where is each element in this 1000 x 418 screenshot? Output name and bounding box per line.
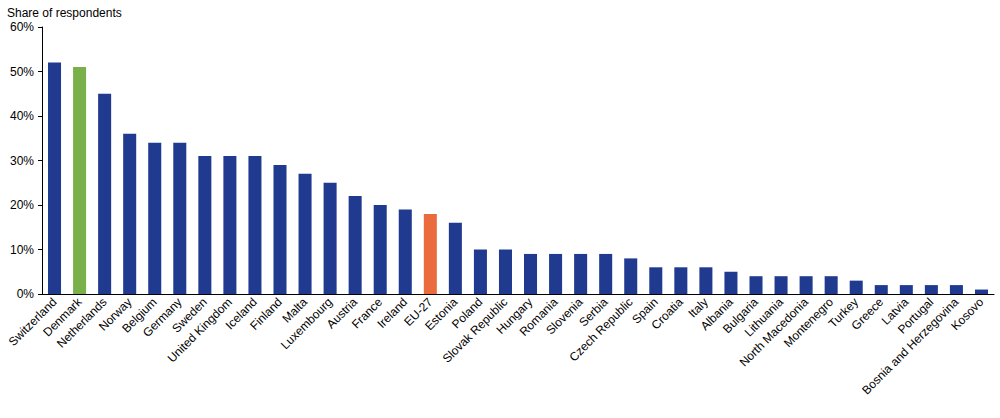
svg-text:Norway: Norway xyxy=(96,295,135,334)
svg-text:10%: 10% xyxy=(10,243,34,257)
svg-text:Belgium: Belgium xyxy=(119,295,160,336)
svg-text:Portugal: Portugal xyxy=(894,295,937,337)
svg-text:Turkey: Turkey xyxy=(825,295,862,331)
svg-text:Albania: Albania xyxy=(697,295,736,334)
svg-text:Poland: Poland xyxy=(449,295,486,332)
svg-text:North Macedonia: North Macedonia xyxy=(736,295,812,370)
svg-text:Hungary: Hungary xyxy=(493,295,536,337)
svg-text:Germany: Germany xyxy=(140,295,185,340)
svg-text:Greece: Greece xyxy=(849,295,887,333)
svg-text:Montenegro: Montenegro xyxy=(781,295,837,351)
svg-text:Share of respondents: Share of respondents xyxy=(7,6,122,20)
svg-text:50%: 50% xyxy=(10,65,34,79)
svg-text:Netherlands: Netherlands xyxy=(54,295,110,351)
svg-text:Malta: Malta xyxy=(279,295,310,326)
svg-text:Luxembourg: Luxembourg xyxy=(278,295,336,353)
svg-text:60%: 60% xyxy=(10,20,34,34)
svg-text:EU-27: EU-27 xyxy=(401,295,436,329)
svg-text:Croatia: Croatia xyxy=(649,295,686,332)
svg-text:Latvia: Latvia xyxy=(878,295,912,328)
svg-text:Finland: Finland xyxy=(247,295,285,333)
svg-text:Switzerland: Switzerland xyxy=(5,295,60,349)
svg-text:Slovak Republic: Slovak Republic xyxy=(439,295,511,366)
svg-text:Kosovo: Kosovo xyxy=(948,295,986,333)
svg-text:Austria: Austria xyxy=(323,295,361,332)
svg-text:Iceland: Iceland xyxy=(222,295,260,333)
svg-text:Estonia: Estonia xyxy=(422,295,461,334)
svg-text:Ireland: Ireland xyxy=(374,295,410,331)
svg-text:Sweden: Sweden xyxy=(169,295,210,336)
svg-text:0%: 0% xyxy=(17,287,35,301)
svg-text:France: France xyxy=(348,295,386,332)
svg-text:20%: 20% xyxy=(10,198,34,212)
svg-text:Bosnia and Herzegovina: Bosnia and Herzegovina xyxy=(859,295,961,397)
svg-text:Spain: Spain xyxy=(629,295,661,327)
svg-text:Slovenia: Slovenia xyxy=(543,295,586,338)
svg-text:40%: 40% xyxy=(10,109,34,123)
svg-text:Bulgaria: Bulgaria xyxy=(719,295,761,337)
svg-text:Italy: Italy xyxy=(685,295,711,321)
svg-text:30%: 30% xyxy=(10,154,34,168)
svg-text:Czech Republic: Czech Republic xyxy=(566,295,635,364)
svg-text:United Kingdom: United Kingdom xyxy=(165,295,235,365)
svg-text:Lithuania: Lithuania xyxy=(741,295,786,340)
svg-text:Denmark: Denmark xyxy=(40,295,85,340)
svg-text:Romania: Romania xyxy=(516,295,561,339)
svg-text:Serbia: Serbia xyxy=(576,295,611,330)
